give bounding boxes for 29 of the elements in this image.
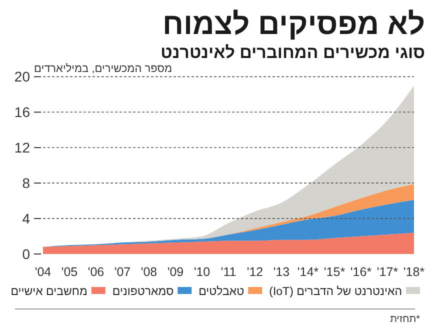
y-axis-title: מספר המכשירים, במיליארדים <box>34 63 172 75</box>
legend-label: טאבלטים <box>198 285 244 298</box>
text: *תחזית <box>390 314 420 325</box>
y-tick-label: 12 <box>14 140 30 156</box>
y-tick-label: 20 <box>14 68 30 85</box>
x-tick-label: '18* <box>403 265 425 279</box>
x-tick-label: '04 <box>34 265 52 279</box>
x-tick-label: '09 <box>167 265 184 279</box>
x-tick-label: '13 <box>273 265 290 279</box>
y-tick-label: 4 <box>22 210 30 227</box>
x-tick-label: '15* <box>324 265 346 279</box>
y-tick-label: 8 <box>22 175 30 192</box>
chart-title: לא מפסיקים לצמוח <box>162 8 425 41</box>
y-tick-label: 16 <box>14 104 30 120</box>
chart-subtitle: סוגי מכשירים המחוברים לאינטרנט <box>160 43 425 62</box>
x-tick-label: '11 <box>220 265 236 279</box>
x-tick-label: '06 <box>88 265 104 279</box>
x-tick-label: '08 <box>140 265 158 279</box>
x-tick-label: '07 <box>114 265 131 279</box>
legend-label: מחשבים אישיים <box>10 286 88 298</box>
x-tick-label: '16* <box>350 265 372 279</box>
x-tick-label: '14* <box>297 265 319 279</box>
x-tick-label: '05 <box>61 265 78 279</box>
legend-label: האינטרנט של הדברים (IoT) <box>269 285 402 298</box>
y-tick-label: 0 <box>22 246 30 262</box>
legend-label: סמארטפונים <box>112 286 174 298</box>
x-tick-label: '17* <box>376 265 398 279</box>
x-tick-label: '10 <box>194 265 210 279</box>
x-tick-label: '12 <box>246 265 264 279</box>
